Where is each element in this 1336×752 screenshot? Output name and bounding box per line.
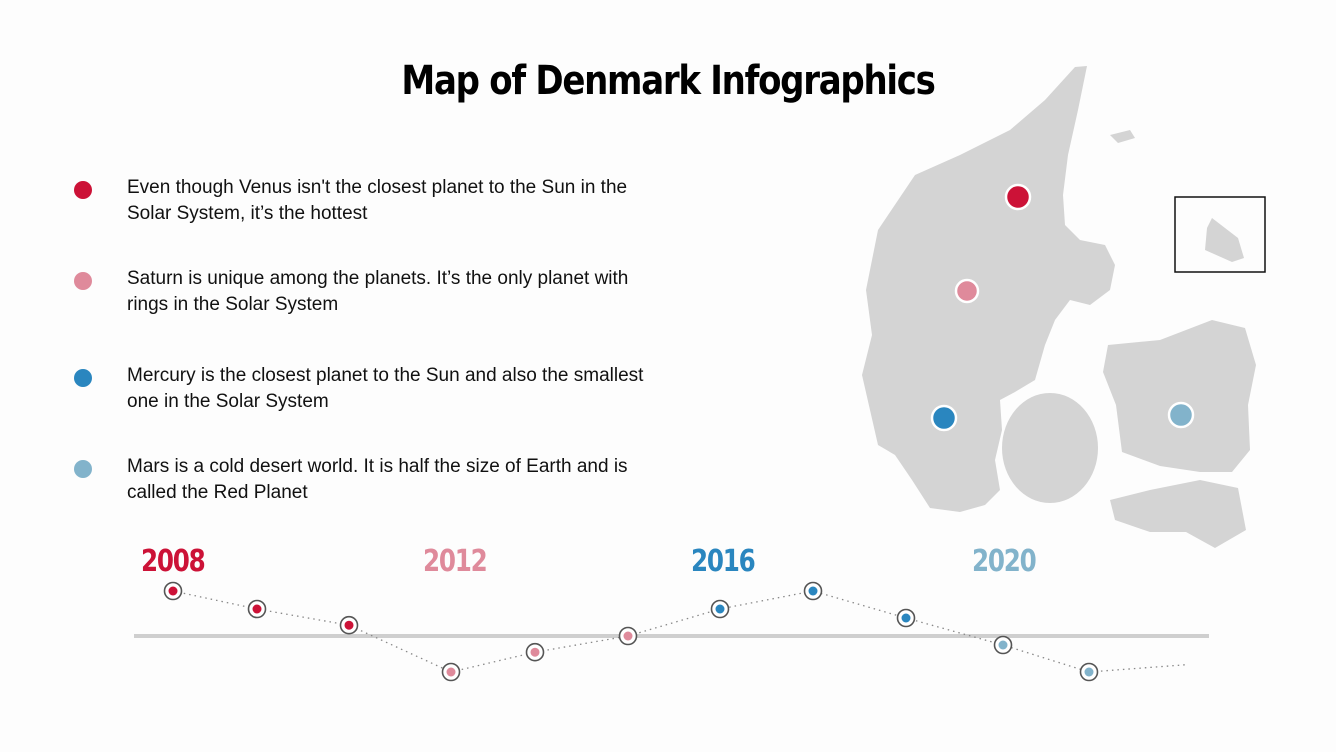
lolland-falster-shape xyxy=(1110,480,1246,548)
bornholm-shape xyxy=(1205,218,1244,262)
funen-shape xyxy=(1002,393,1098,503)
timeline-point[interactable] xyxy=(998,640,1008,650)
map-marker-blue[interactable] xyxy=(930,404,958,432)
timeline-point[interactable] xyxy=(530,647,540,657)
bornholm-inset-frame xyxy=(1174,196,1266,273)
jutland-shape xyxy=(862,66,1115,512)
year-label-2016: 2016 xyxy=(691,544,756,579)
timeline-point[interactable] xyxy=(168,586,178,596)
map-marker-red[interactable] xyxy=(1004,183,1032,211)
timeline-point[interactable] xyxy=(623,631,633,641)
timeline-point[interactable] xyxy=(715,604,725,614)
year-label-2012: 2012 xyxy=(423,544,488,579)
year-label-2008: 2008 xyxy=(141,544,206,579)
timeline-point[interactable] xyxy=(901,613,911,623)
year-label-2020: 2020 xyxy=(972,544,1037,579)
timeline-point[interactable] xyxy=(446,667,456,677)
map-marker-lightblue[interactable] xyxy=(1167,401,1195,429)
small-island-shape xyxy=(1110,130,1135,143)
legend-text: Mars is a cold desert world. It is half … xyxy=(127,456,628,503)
blue-dot-icon xyxy=(74,369,92,387)
legend-text: Even though Venus isn't the closest plan… xyxy=(127,177,628,224)
red-dot-icon xyxy=(74,181,92,199)
lightblue-dot-icon xyxy=(74,460,92,478)
legend-text: Saturn is unique among the planets. It’s… xyxy=(127,268,629,315)
page-title: Map of Denmark Infographics xyxy=(401,58,936,104)
zealand-shape xyxy=(1103,320,1256,472)
legend-text: Mercury is the closest planet to the Sun… xyxy=(127,365,644,412)
timeline-point[interactable] xyxy=(1084,667,1094,677)
timeline-point[interactable] xyxy=(344,620,354,630)
timeline-points xyxy=(163,581,1186,682)
map-marker-pink[interactable] xyxy=(954,278,980,304)
timeline-dotted-line xyxy=(172,590,1186,673)
timeline-point[interactable] xyxy=(252,604,262,614)
pink-dot-icon xyxy=(74,272,92,290)
timeline-point[interactable] xyxy=(808,586,818,596)
